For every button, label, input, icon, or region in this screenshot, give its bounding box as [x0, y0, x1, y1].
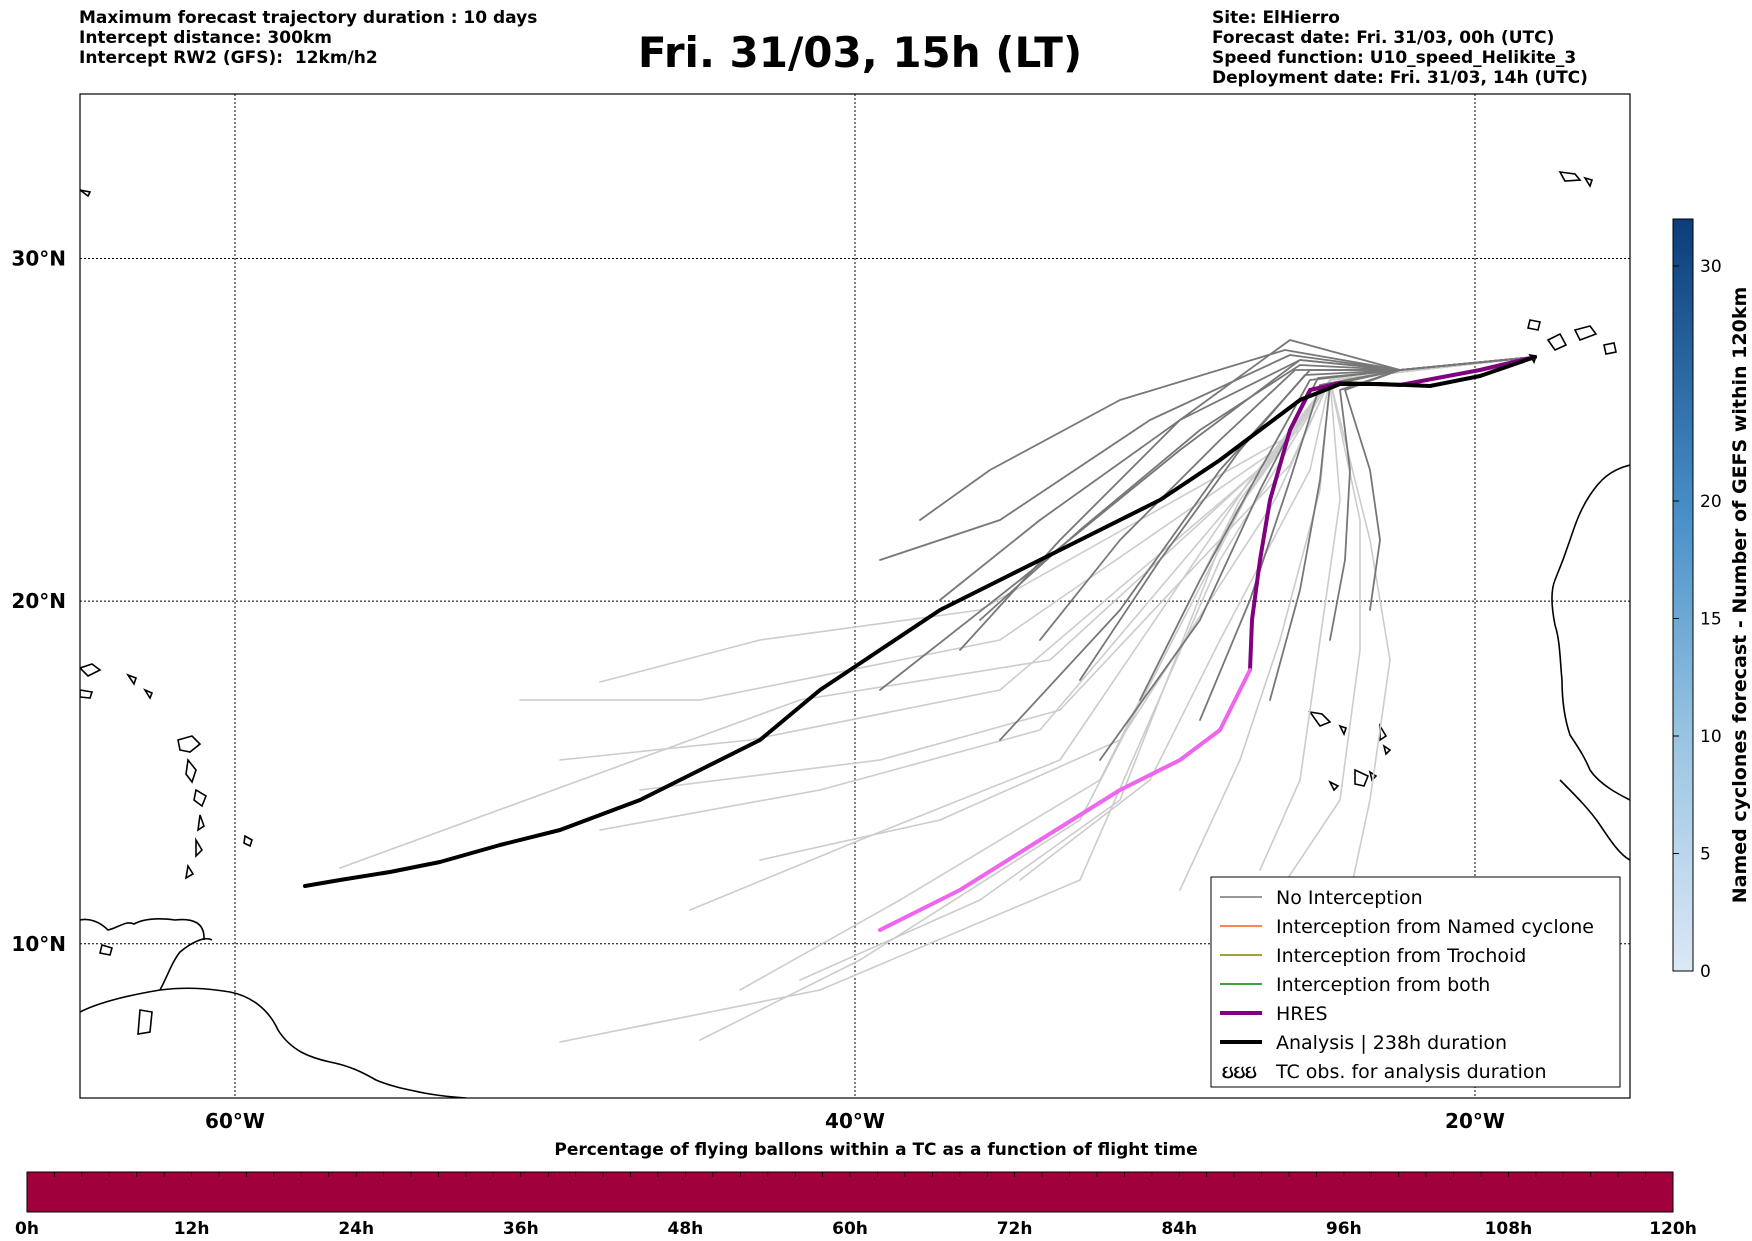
trajectory-early	[1344, 356, 1536, 611]
legend-label: No Interception	[1276, 887, 1423, 909]
island-virgin-1	[125, 673, 138, 686]
bottom-colorbar-tick-label: 72h	[997, 1219, 1033, 1239]
header-left-line-1: Maximum forecast trajectory duration : 1…	[79, 8, 538, 28]
coast-africa	[1551, 464, 1630, 801]
bottom-colorbar-tick-label: 0h	[15, 1219, 39, 1239]
legend-label: TC obs. for analysis duration	[1275, 1061, 1547, 1083]
right-colorbar-tick-label: 30	[1700, 257, 1722, 277]
hres-track-late	[878, 668, 1252, 932]
island-antigua	[177, 735, 202, 753]
tc-symbol-icon: ઇઇઇ	[1222, 1062, 1257, 1083]
right-colorbar: 0 5 10 15 20 30	[1672, 218, 1722, 982]
island-virgin-2	[142, 688, 154, 700]
lat-label: 20°N	[11, 589, 66, 613]
analysis-track	[303, 355, 1537, 888]
bottom-colorbar: 0h 12h 24h 36h 48h 60h 72h 84h 96h 108h 120h	[15, 1171, 1697, 1239]
bottom-colorbar-tick-label: 48h	[668, 1219, 704, 1239]
lon-label: 20°W	[1445, 1109, 1505, 1133]
island-tenerife	[1527, 319, 1541, 331]
trajectory-late	[1179, 356, 1536, 891]
bottom-colorbar-tick-label: 84h	[1161, 1219, 1197, 1239]
coast-africa-south	[1559, 779, 1630, 861]
right-colorbar-tick-label: 0	[1700, 962, 1711, 982]
legend-label: Analysis | 238h duration	[1276, 1032, 1507, 1054]
legend: No Interception Interception from Named c…	[1210, 876, 1621, 1088]
trajectory-late	[759, 356, 1536, 861]
legend-label: Interception from Named cyclone	[1276, 916, 1594, 938]
island-portosanto	[1583, 176, 1594, 188]
island-martinique	[193, 788, 207, 808]
coastlines	[80, 170, 1630, 1098]
bottom-colorbar-tick-label: 108h	[1485, 1219, 1533, 1239]
trajectory-early	[1039, 356, 1536, 641]
island-stlucia	[196, 814, 205, 832]
right-colorbar-tick-label: 5	[1700, 845, 1711, 865]
trajectory-late	[1019, 356, 1536, 881]
island-trinidad	[137, 1009, 153, 1035]
island-lanzarote	[1573, 325, 1598, 342]
island-grancanaria	[1603, 342, 1617, 355]
island-barbados	[243, 834, 253, 848]
island-hispaniola	[80, 663, 102, 677]
header-right-line-3: Speed function: U10_speed_Helikite_3	[1212, 48, 1577, 68]
trajectory-late	[689, 356, 1536, 911]
island-madeira	[1558, 170, 1582, 182]
island-capeverde-2	[1338, 724, 1348, 737]
trajectory-late	[519, 356, 1536, 701]
trajectory-early	[1079, 356, 1536, 681]
bottom-colorbar-tick-label: 96h	[1326, 1219, 1362, 1239]
coast-south-america	[80, 987, 467, 1098]
island-puertorico	[80, 689, 94, 699]
header-right-line-2: Forecast date: Fri. 31/03, 00h (UTC)	[1212, 28, 1555, 48]
trajectory-early	[1099, 356, 1536, 761]
island-capeverde-5	[1328, 780, 1340, 792]
lon-label: 40°W	[825, 1109, 885, 1133]
lat-label: 30°N	[11, 246, 66, 270]
bottom-colorbar-tick-label: 12h	[174, 1219, 210, 1239]
header-right-line-1: Site: ElHierro	[1212, 8, 1340, 28]
legend-label: Interception from Trochoid	[1276, 945, 1526, 967]
header-left-line-3: Intercept RW2 (GFS): 12km/h2	[79, 48, 378, 68]
coast-colombia	[80, 918, 205, 941]
legend-label: Interception from both	[1276, 974, 1490, 996]
trajectory-late	[1259, 356, 1536, 871]
island-capeverde-4	[1382, 744, 1392, 756]
bottom-colorbar-tick-label: 24h	[338, 1219, 374, 1239]
right-colorbar-tick-label: 20	[1700, 492, 1722, 512]
island-fuerteventura	[1546, 332, 1568, 352]
map-frame	[79, 93, 1631, 1099]
island-capeverde-6	[1354, 768, 1370, 787]
trajectory-late	[1279, 356, 1536, 891]
right-colorbar-bar	[1672, 218, 1694, 972]
trajectory-late	[639, 356, 1536, 791]
island-capeverde-1	[1308, 710, 1332, 727]
island-stvincent	[195, 837, 204, 858]
island-small-1	[99, 943, 113, 956]
right-colorbar-tick-label: 10	[1700, 727, 1722, 747]
ensemble-trajectories	[303, 339, 1537, 1043]
legend-box	[1210, 876, 1621, 1088]
bottom-colorbar-tick-label: 120h	[1649, 1219, 1697, 1239]
page-title: Fri. 31/03, 15h (LT)	[637, 28, 1083, 77]
bottom-colorbar-bar	[26, 1171, 1674, 1213]
island-guadeloupe	[185, 758, 197, 784]
lon-label: 60°W	[205, 1109, 265, 1133]
island-grenada	[184, 863, 195, 880]
hres-track	[1248, 355, 1537, 672]
coast-venezuela-gulf	[159, 937, 213, 991]
header-left-line-2: Intercept distance: 300km	[79, 28, 332, 48]
bottom-colorbar-title: Percentage of flying ballons within a TC…	[554, 1140, 1198, 1160]
lat-label: 10°N	[11, 932, 66, 956]
bottom-colorbar-tick-label: 60h	[832, 1219, 868, 1239]
right-colorbar-tick-label: 15	[1700, 610, 1722, 630]
legend-label: HRES	[1276, 1003, 1328, 1025]
header-right-line-4: Deployment date: Fri. 31/03, 14h (UTC)	[1212, 68, 1588, 88]
right-colorbar-label: Named cyclones forecast - Number of GEFS…	[1729, 286, 1751, 904]
bottom-colorbar-tick-label: 36h	[503, 1219, 539, 1239]
island-small-2	[80, 189, 92, 198]
